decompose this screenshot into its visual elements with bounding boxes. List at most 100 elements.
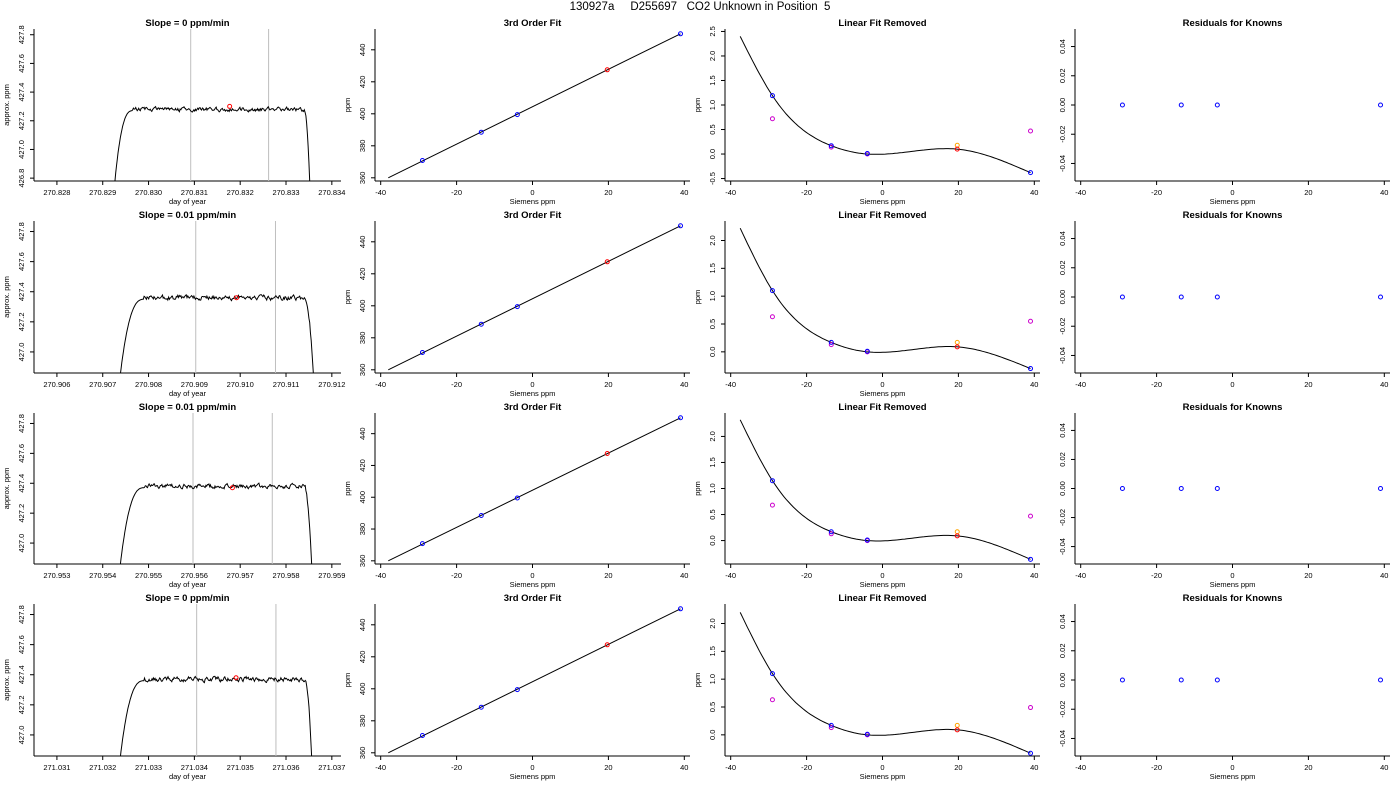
linear-residual-known-point — [828, 531, 834, 537]
y-axis-label: ppm — [693, 481, 702, 496]
y-tick-label: 427.2 — [17, 504, 26, 523]
y-tick-label: 420 — [358, 76, 367, 89]
linear-residual-known-point — [1028, 128, 1034, 134]
linear-residual-unknown-point — [954, 722, 960, 728]
y-tick-label: 427.8 — [17, 605, 26, 624]
known-standard-point — [419, 158, 425, 164]
x-tick-label: 40 — [680, 571, 688, 580]
y-tick-label: 0.0 — [708, 535, 717, 545]
y-tick-label: 427.2 — [17, 111, 26, 130]
linear-residual-known-point — [769, 697, 775, 703]
x-tick-label: 0 — [1230, 380, 1234, 389]
plot-area — [388, 415, 684, 562]
plot-area — [739, 227, 1034, 372]
y-tick-label: 427.6 — [17, 252, 26, 271]
known-standard-point — [769, 671, 775, 677]
y-tick-label: -0.02 — [1058, 318, 1067, 335]
y-tick-label: 0.02 — [1058, 452, 1067, 467]
y-tick-label: 360 — [358, 364, 367, 377]
y-tick-label: 420 — [358, 268, 367, 281]
y-tick-label: 427.2 — [17, 312, 26, 331]
panel-r3-c3: Residuals for Knowns -40 -20 0 20 40 Siemens p… — [1058, 593, 1390, 781]
known-standard-point — [864, 151, 870, 157]
panel-r1-c2: Linear Fit Removed -40 -20 0 20 40 Siemens ppm… — [693, 210, 1040, 398]
mean-value-point — [227, 103, 233, 109]
known-standard-point — [678, 31, 684, 37]
x-tick-label: -20 — [451, 188, 462, 197]
x-tick-label: 0 — [1230, 571, 1234, 580]
y-axis-label: ppm — [693, 290, 702, 305]
panel-r1-c0: Slope = 0.01 ppm/min 270.906 270.907 270.90… — [2, 210, 345, 398]
known-standard-point — [419, 350, 425, 356]
y-tick-label: 1.0 — [708, 674, 717, 684]
co2-trace-line — [119, 675, 313, 756]
y-tick-label: 427.4 — [17, 474, 26, 493]
x-tick-label: 270.909 — [181, 380, 208, 389]
x-tick-label: -40 — [375, 763, 386, 772]
x-tick-label: -20 — [1151, 188, 1162, 197]
panel-title: 3rd Order Fit — [504, 18, 562, 29]
linear-residual-known-point — [1028, 513, 1034, 519]
panel-r3-c1: 3rd Order Fit -40 -20 0 20 40 Siemens ppm 360 38… — [343, 593, 690, 781]
panel-r3-c0: Slope = 0 ppm/min 271.031 271.032 271.033 27… — [2, 593, 345, 781]
y-axis-label: ppm — [693, 98, 702, 113]
panel-title: 3rd Order Fit — [504, 593, 562, 604]
x-axis-label: Siemens ppm — [1210, 772, 1256, 781]
known-standard-point — [1378, 486, 1384, 491]
x-tick-label: 20 — [1304, 571, 1312, 580]
x-tick-label: 0 — [530, 380, 534, 389]
x-tick-label: 20 — [954, 380, 962, 389]
known-standard-point — [1119, 486, 1125, 491]
x-axis-label: day of year — [169, 197, 207, 206]
panel-r2-c0: Slope = 0.01 ppm/min 270.953 270.954 270.95… — [2, 402, 345, 589]
known-standard-point — [1119, 102, 1125, 108]
known-standard-point — [514, 495, 520, 501]
panel-r1-c1: 3rd Order Fit -40 -20 0 20 40 Siemens ppm 360 38… — [343, 210, 690, 398]
y-tick-label: -0.02 — [1058, 126, 1067, 143]
known-standard-point — [1119, 294, 1125, 300]
known-standard-point — [678, 223, 684, 229]
unknown-sample-point — [604, 67, 610, 73]
y-tick-label: 427.6 — [17, 635, 26, 654]
x-tick-label: 40 — [680, 380, 688, 389]
x-tick-label: 270.957 — [227, 571, 254, 580]
y-tick-label: 0.5 — [708, 702, 717, 712]
x-tick-label: 0 — [530, 188, 534, 197]
x-tick-label: 270.958 — [272, 571, 299, 580]
x-tick-label: -20 — [801, 188, 812, 197]
x-tick-label: 271.037 — [318, 763, 345, 772]
panel-r1-c3: Residuals for Knowns -40 -20 0 20 40 -0.04 -0.0… — [1058, 210, 1390, 389]
x-tick-label: 0 — [1230, 763, 1234, 772]
x-tick-label: 271.036 — [272, 763, 299, 772]
y-tick-label: 0.00 — [1058, 98, 1067, 113]
y-tick-label: 380 — [358, 523, 367, 536]
y-axis-label: ppm — [693, 673, 702, 688]
x-axis-label: day of year — [169, 772, 207, 781]
y-tick-label: 427.0 — [17, 343, 26, 362]
y-axis-label: ppm — [343, 673, 352, 688]
linear-residual-known-point — [1028, 318, 1034, 324]
y-tick-label: 427.2 — [17, 695, 26, 714]
linear-residual-known-point — [769, 116, 775, 122]
x-tick-label: 270.834 — [318, 188, 345, 197]
x-tick-label: 40 — [1030, 188, 1038, 197]
x-tick-label: -20 — [1151, 763, 1162, 772]
fit-line — [388, 33, 681, 179]
panel-r0-c2: Linear Fit Removed -40 -20 0 20 40 Siemens ppm… — [693, 18, 1040, 206]
unknown-sample-point — [954, 727, 960, 733]
y-tick-label: 0.02 — [1058, 643, 1067, 658]
y-tick-label: 360 — [358, 172, 367, 185]
y-tick-label: 1.5 — [708, 457, 717, 467]
panel-title: Residuals for Knowns — [1183, 18, 1283, 29]
x-tick-label: 40 — [680, 763, 688, 772]
y-tick-label: -0.04 — [1058, 538, 1067, 555]
y-axis-label: ppm — [343, 481, 352, 496]
x-tick-label: 20 — [1304, 188, 1312, 197]
x-axis-label: Siemens ppm — [510, 772, 556, 781]
known-standard-point — [514, 304, 520, 310]
x-tick-label: -20 — [451, 380, 462, 389]
y-tick-label: 0.0 — [708, 149, 717, 159]
linear-residual-unknown-point — [954, 339, 960, 345]
plot-area — [388, 606, 684, 754]
y-tick-label: 400 — [358, 683, 367, 696]
